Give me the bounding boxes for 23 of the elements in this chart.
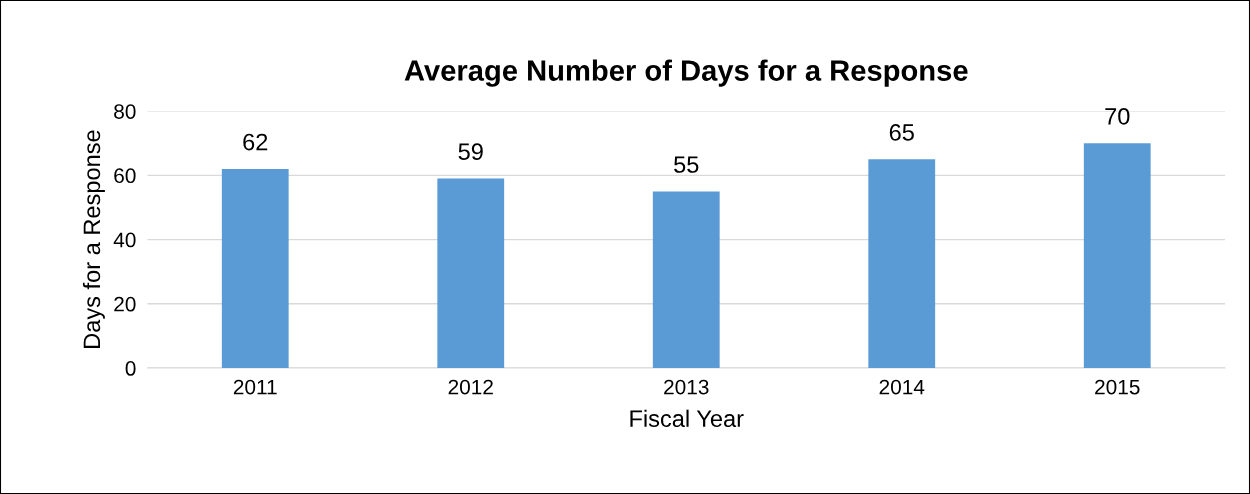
x-tick-label: 2013: [664, 379, 709, 395]
y-tick-label: 40: [113, 232, 136, 248]
bar: [221, 168, 289, 369]
x-tick-label: 2014: [879, 379, 925, 395]
x-tick-label: 2015: [1095, 379, 1140, 395]
data-label: 65: [889, 124, 914, 141]
x-tick-label: 2012: [448, 379, 493, 395]
bar: [1083, 143, 1151, 369]
y-tick-label: 80: [114, 104, 136, 119]
data-label: 55: [674, 156, 699, 173]
x-axis-title: Fiscal Year: [630, 409, 744, 428]
bar: [868, 159, 936, 369]
data-label: 62: [243, 133, 268, 151]
y-tick-label: 20: [114, 296, 136, 312]
x-tick-label: 2011: [233, 379, 277, 395]
y-axis-title: Days for a Response: [82, 130, 105, 348]
bar: [652, 191, 720, 369]
chart-title: Average Number of Days for a Response: [404, 59, 968, 87]
y-tick-label: 60: [114, 168, 136, 184]
data-label: 59: [458, 143, 483, 161]
bar: [437, 178, 505, 369]
y-tick-label: 0: [125, 361, 136, 376]
data-label: 70: [1105, 107, 1130, 125]
